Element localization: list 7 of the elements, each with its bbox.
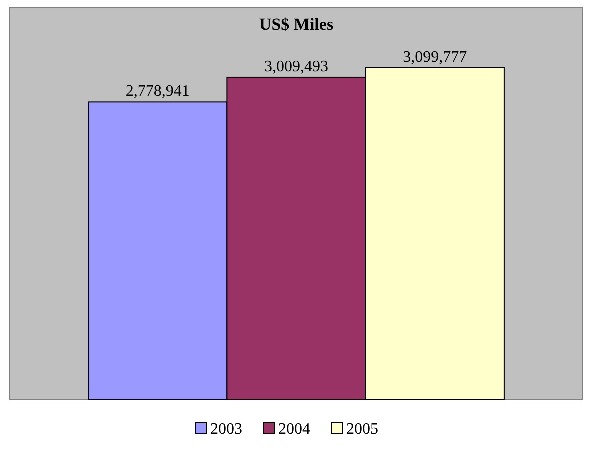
data-label: 3,099,777: [403, 48, 468, 66]
legend-label: 2005: [346, 421, 378, 438]
data-label: 3,009,493: [264, 58, 328, 76]
legend-label: 2004: [278, 421, 310, 438]
data-label: 2,778,941: [126, 83, 190, 100]
chart-title: US$ Miles: [259, 15, 334, 34]
legend-label: 2003: [210, 421, 242, 438]
